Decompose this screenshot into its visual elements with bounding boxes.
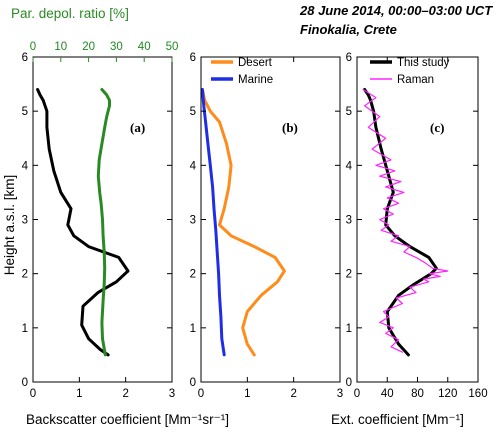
y-tick-label: 3 xyxy=(346,215,352,227)
x-tick-label: 120 xyxy=(438,388,457,400)
top-tick-label: 20 xyxy=(82,41,95,53)
x-tick-label: 2 xyxy=(122,388,128,400)
y-tick-label: 6 xyxy=(190,52,196,64)
y-tick-label: 6 xyxy=(22,52,28,64)
x-tick-label: 3 xyxy=(169,388,175,400)
y-tick-label: 0 xyxy=(346,377,352,389)
series-line-2 xyxy=(96,88,111,357)
y-tick-label: 1 xyxy=(22,323,28,335)
y-tick-label: 2 xyxy=(346,269,352,281)
y-tick-label: 5 xyxy=(22,106,28,118)
x-tick-label: 0 xyxy=(30,388,36,400)
series-line-1 xyxy=(200,88,286,357)
plot-frame xyxy=(356,56,479,383)
y-tick-label: 2 xyxy=(190,269,196,281)
x-tick-label: 2 xyxy=(290,388,296,400)
figure-title-line1: 28 June 2014, 00:00–03:00 UCT xyxy=(299,3,493,18)
legend-label: Marine xyxy=(238,74,273,86)
x-tick-label: 1 xyxy=(244,388,250,400)
depol-axis-label: Par. depol. ratio [%] xyxy=(11,6,129,21)
y-tick-label: 0 xyxy=(22,377,28,389)
panel-b: 0 1 2 3 0 1 2 3 4 5 6 (b) Desert Marine xyxy=(190,52,344,400)
x-tick-label: 160 xyxy=(468,388,487,400)
x-tick-label: 1 xyxy=(76,388,82,400)
y-tick-label: 5 xyxy=(190,106,196,118)
x-tick-label: 80 xyxy=(411,388,424,400)
y-tick-label: 6 xyxy=(346,52,352,64)
panel-c: 0 40 80 120 160 0 1 2 3 4 5 6 (c) This study Raman xyxy=(346,52,488,400)
y-tick-label: 0 xyxy=(190,377,196,389)
x-tick-label: 40 xyxy=(381,388,394,400)
y-tick-label: 2 xyxy=(22,269,28,281)
series-line-2 xyxy=(200,88,226,357)
top-tick-label: 30 xyxy=(110,41,123,53)
x-tick-label: 0 xyxy=(354,388,360,400)
y-tick-label: 4 xyxy=(190,160,197,172)
legend-label: This study xyxy=(397,57,450,69)
panel-label: (b) xyxy=(282,120,298,135)
series-line-2 xyxy=(362,88,449,353)
legend-label: Raman xyxy=(397,74,434,86)
panel-label: (c) xyxy=(430,120,444,135)
figure-title-line2: Finokalia, Crete xyxy=(300,22,397,37)
legend-label: Desert xyxy=(238,57,273,69)
y-axis-label: Height a.s.l. [km] xyxy=(2,175,17,276)
y-tick-label: 3 xyxy=(22,215,28,227)
top-tick-label: 0 xyxy=(30,41,36,53)
series-line-1 xyxy=(363,88,438,357)
top-tick-label: 50 xyxy=(166,41,179,53)
panel-label: (a) xyxy=(130,120,145,135)
y-tick-label: 3 xyxy=(190,215,196,227)
series-line-1 xyxy=(36,88,130,357)
top-tick-label: 40 xyxy=(138,41,151,53)
y-tick-label: 5 xyxy=(346,106,352,118)
top-tick-label: 10 xyxy=(54,41,67,53)
x-tick-label: 3 xyxy=(337,388,343,400)
y-tick-label: 1 xyxy=(190,323,196,335)
x-axis-label-extinction: Ext. coefficient [Mm⁻¹] xyxy=(331,412,464,427)
y-tick-label: 4 xyxy=(346,160,353,172)
y-tick-label: 4 xyxy=(22,160,29,172)
y-tick-label: 1 xyxy=(346,323,352,335)
x-axis-label-backscatter: Backscatter coefficient [Mm⁻¹sr⁻¹] xyxy=(26,412,229,427)
x-tick-label: 0 xyxy=(198,388,204,400)
